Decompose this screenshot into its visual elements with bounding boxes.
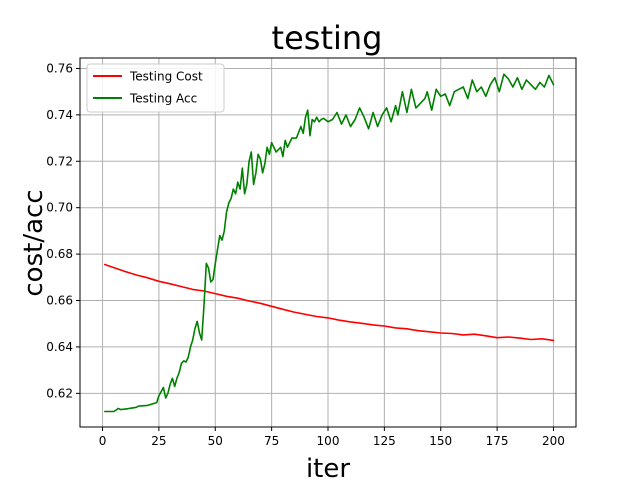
y-tick-label: 0.72 <box>46 154 73 168</box>
y-axis: 0.62 0.64 0.66 0.68 0.70 0.72 0.74 0.76 <box>46 61 80 400</box>
chart-title: testing <box>272 19 383 57</box>
y-tick-label: 0.70 <box>46 201 73 215</box>
series-line-testing-acc <box>104 73 555 413</box>
x-tick-label: 100 <box>317 434 340 448</box>
x-axis-label: iter <box>306 454 350 480</box>
y-tick-label: 0.66 <box>46 294 73 308</box>
y-tick-label: 0.64 <box>46 340 73 354</box>
legend-label-testing-cost: Testing Cost <box>129 70 203 84</box>
grid <box>80 58 576 427</box>
y-tick-label: 0.76 <box>46 61 73 75</box>
x-axis: 0 25 50 75 100 125 150 175 200 <box>99 427 565 448</box>
x-tick-label: 75 <box>264 434 279 448</box>
x-tick-label: 0 <box>99 434 107 448</box>
legend: Testing Cost Testing Acc <box>86 63 225 113</box>
x-tick-label: 25 <box>151 434 166 448</box>
x-tick-label: 200 <box>542 434 565 448</box>
y-tick-label: 0.74 <box>46 108 73 122</box>
y-axis-label: cost/acc <box>19 189 49 296</box>
y-tick-label: 0.68 <box>46 247 73 261</box>
x-tick-label: 50 <box>208 434 223 448</box>
x-tick-label: 150 <box>429 434 452 448</box>
legend-label-testing-acc: Testing Acc <box>129 92 197 106</box>
series-line-testing-cost <box>104 263 555 342</box>
series-layer <box>104 73 555 413</box>
x-tick-label: 125 <box>373 434 396 448</box>
x-tick-label: 175 <box>486 434 509 448</box>
y-tick-label: 0.62 <box>46 386 73 400</box>
